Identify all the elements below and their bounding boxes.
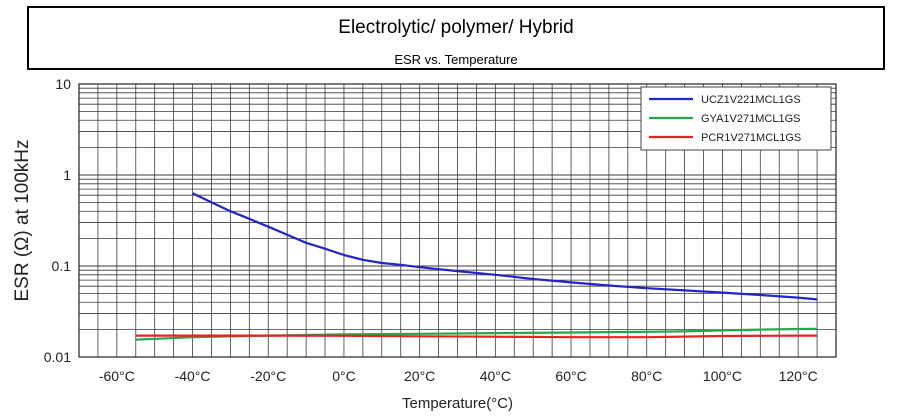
x-tick-label: -60°C [99,368,135,384]
x-tick-label: 120°C [779,368,818,384]
x-tick-label: 60°C [555,368,586,384]
legend: UCZ1V221MCL1GS GYA1V271MCL1GS PCR1V271MCL1… [640,86,832,151]
chart-title: Electrolytic/ polymer/ Hybrid [338,17,574,38]
legend-label: GYA1V271MCL1GS [701,113,800,125]
y-tick-label: 10 [55,76,71,92]
x-tick-label: 0°C [332,368,356,384]
chart-subtitle: ESR vs. Temperature [394,52,518,67]
y-axis-label: ESR (Ω) at 100kHz [12,139,33,301]
x-tick-label: 100°C [703,368,742,384]
x-tick-label: -20°C [250,368,286,384]
y-tick-label: 0.1 [52,258,72,274]
y-tick-label: 1 [63,167,71,183]
series-line-PCR1V271MCL1GS [135,334,818,339]
x-tick-label: 20°C [404,368,435,384]
plot-frame [78,83,837,358]
y-tick-label: 0.01 [44,349,71,365]
series-line-UCZ1V221MCL1GS [192,192,818,301]
x-tick-label: 80°C [631,368,662,384]
x-tick-label: 40°C [480,368,511,384]
legend-label: UCZ1V221MCL1GS [701,94,801,106]
tick-labels: -60°C -40°C -20°C 0°C 20°C 40°C 60°C 80°C 100°C 1… [44,76,818,384]
x-tick-label: -40°C [175,368,211,384]
x-axis-label: Temperature(°C) [402,395,513,412]
legend-label: PCR1V271MCL1GS [701,132,801,144]
chart-title-box: Electrolytic/ polymer/ Hybrid ESR vs. Te… [27,6,885,70]
series-group [135,192,818,341]
